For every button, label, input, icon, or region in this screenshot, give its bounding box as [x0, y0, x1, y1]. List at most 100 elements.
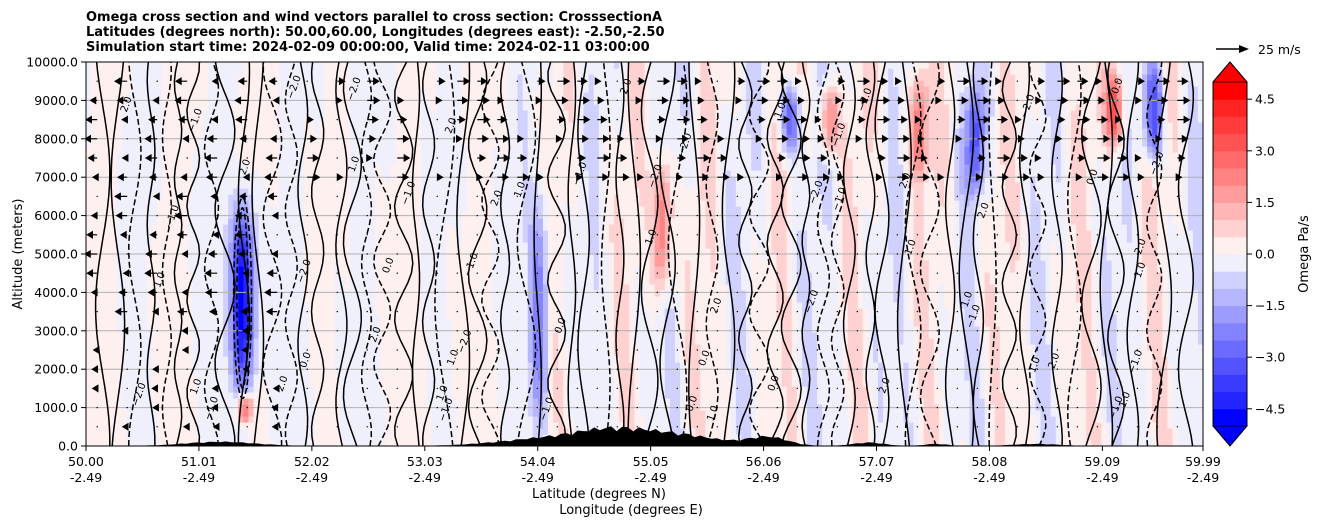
omega-cell: [157, 344, 163, 351]
omega-cell: [436, 368, 443, 375]
omega-cell: [101, 320, 107, 327]
omega-cell: [268, 134, 275, 141]
omega-cell: [309, 152, 316, 159]
omega-cell: [177, 326, 184, 333]
omega-cell: [182, 374, 189, 381]
omega-cell: [223, 158, 229, 165]
omega-cell: [299, 128, 305, 135]
omega-cell: [329, 116, 336, 123]
omega-cell: [289, 368, 295, 375]
omega-cell: [471, 410, 478, 417]
omega-cell: [263, 338, 270, 345]
omega-cell: [182, 332, 189, 339]
omega-cell: [385, 182, 392, 189]
omega-cell: [273, 272, 280, 279]
omega-cell: [187, 356, 194, 363]
omega-cell: [304, 146, 310, 153]
omega-cell: [253, 386, 260, 393]
omega-cell: [421, 206, 427, 213]
omega-cell: [248, 410, 255, 417]
omega-cell: [223, 362, 229, 369]
omega-cell: [197, 356, 204, 363]
omega-cell: [466, 200, 473, 207]
omega-cell: [172, 254, 178, 261]
omega-cell: [192, 410, 199, 417]
omega-cell: [248, 110, 255, 117]
omega-cell: [410, 320, 417, 327]
omega-cell: [416, 368, 422, 375]
omega-cell: [136, 398, 143, 405]
omega-cell: [410, 374, 417, 381]
omega-cell: [370, 302, 377, 309]
omega-cell: [360, 74, 366, 81]
omega-cell: [456, 158, 463, 165]
omega-cell: [116, 200, 123, 207]
omega-cell: [284, 386, 290, 393]
omega-cell: [375, 194, 382, 201]
omega-cell: [218, 116, 224, 123]
omega-cell: [410, 434, 417, 441]
omega-cell: [106, 278, 112, 285]
omega-cell: [263, 326, 270, 333]
omega-cell: [172, 410, 178, 417]
omega-cell: [400, 278, 407, 285]
omega-cell: [162, 344, 168, 351]
omega-cell: [294, 122, 300, 129]
omega-cell: [146, 362, 153, 369]
omega-cell: [207, 248, 214, 255]
omega-cell: [131, 122, 138, 129]
omega-cell: [431, 320, 437, 327]
omega-cell: [157, 122, 163, 129]
omega-cell: [223, 74, 229, 81]
omega-cell: [329, 308, 336, 315]
omega-cell: [157, 224, 163, 231]
omega-cell: [111, 176, 118, 183]
omega-cell: [202, 146, 209, 153]
omega-cell: [86, 314, 92, 321]
omega-cell: [278, 320, 285, 327]
omega-cell: [324, 98, 331, 105]
omega-cell: [228, 110, 234, 117]
omega-cell: [370, 206, 377, 213]
omega-cell: [136, 152, 143, 159]
omega-cell: [126, 200, 133, 207]
omega-cell: [121, 284, 128, 291]
omega-cell: [91, 170, 97, 177]
omega-cell: [380, 350, 387, 357]
omega-cell: [395, 422, 402, 429]
omega-cell: [395, 104, 402, 111]
omega-cell: [172, 314, 178, 321]
omega-cell: [390, 428, 397, 435]
omega-cell: [441, 74, 448, 81]
omega-cell: [101, 134, 107, 141]
omega-cell: [182, 110, 189, 117]
omega-cell: [431, 200, 437, 207]
omega-cell: [476, 134, 483, 141]
omega-cell: [410, 86, 417, 93]
omega-cell: [334, 314, 341, 321]
omega-cell: [299, 380, 305, 387]
omega-cell: [299, 158, 305, 165]
omega-cell: [309, 380, 316, 387]
omega-cell: [350, 440, 356, 446]
omega-cell: [218, 350, 224, 357]
omega-cell: [441, 170, 448, 177]
omega-cell: [223, 218, 229, 225]
omega-cell: [284, 398, 290, 405]
omega-cell: [426, 272, 432, 279]
omega-cell: [182, 254, 189, 261]
omega-cell: [273, 176, 280, 183]
omega-cell: [294, 386, 300, 393]
omega-cell: [360, 368, 366, 375]
omega-cell: [431, 170, 437, 177]
omega-cell: [116, 392, 123, 399]
omega-cell: [344, 128, 351, 135]
omega-cell: [253, 278, 260, 285]
omega-cell: [390, 182, 397, 189]
omega-cell: [476, 302, 483, 309]
omega-cell: [278, 410, 285, 417]
omega-cell: [207, 386, 214, 393]
omega-cell: [263, 284, 270, 291]
omega-cell: [96, 140, 102, 147]
omega-cell: [152, 86, 158, 93]
